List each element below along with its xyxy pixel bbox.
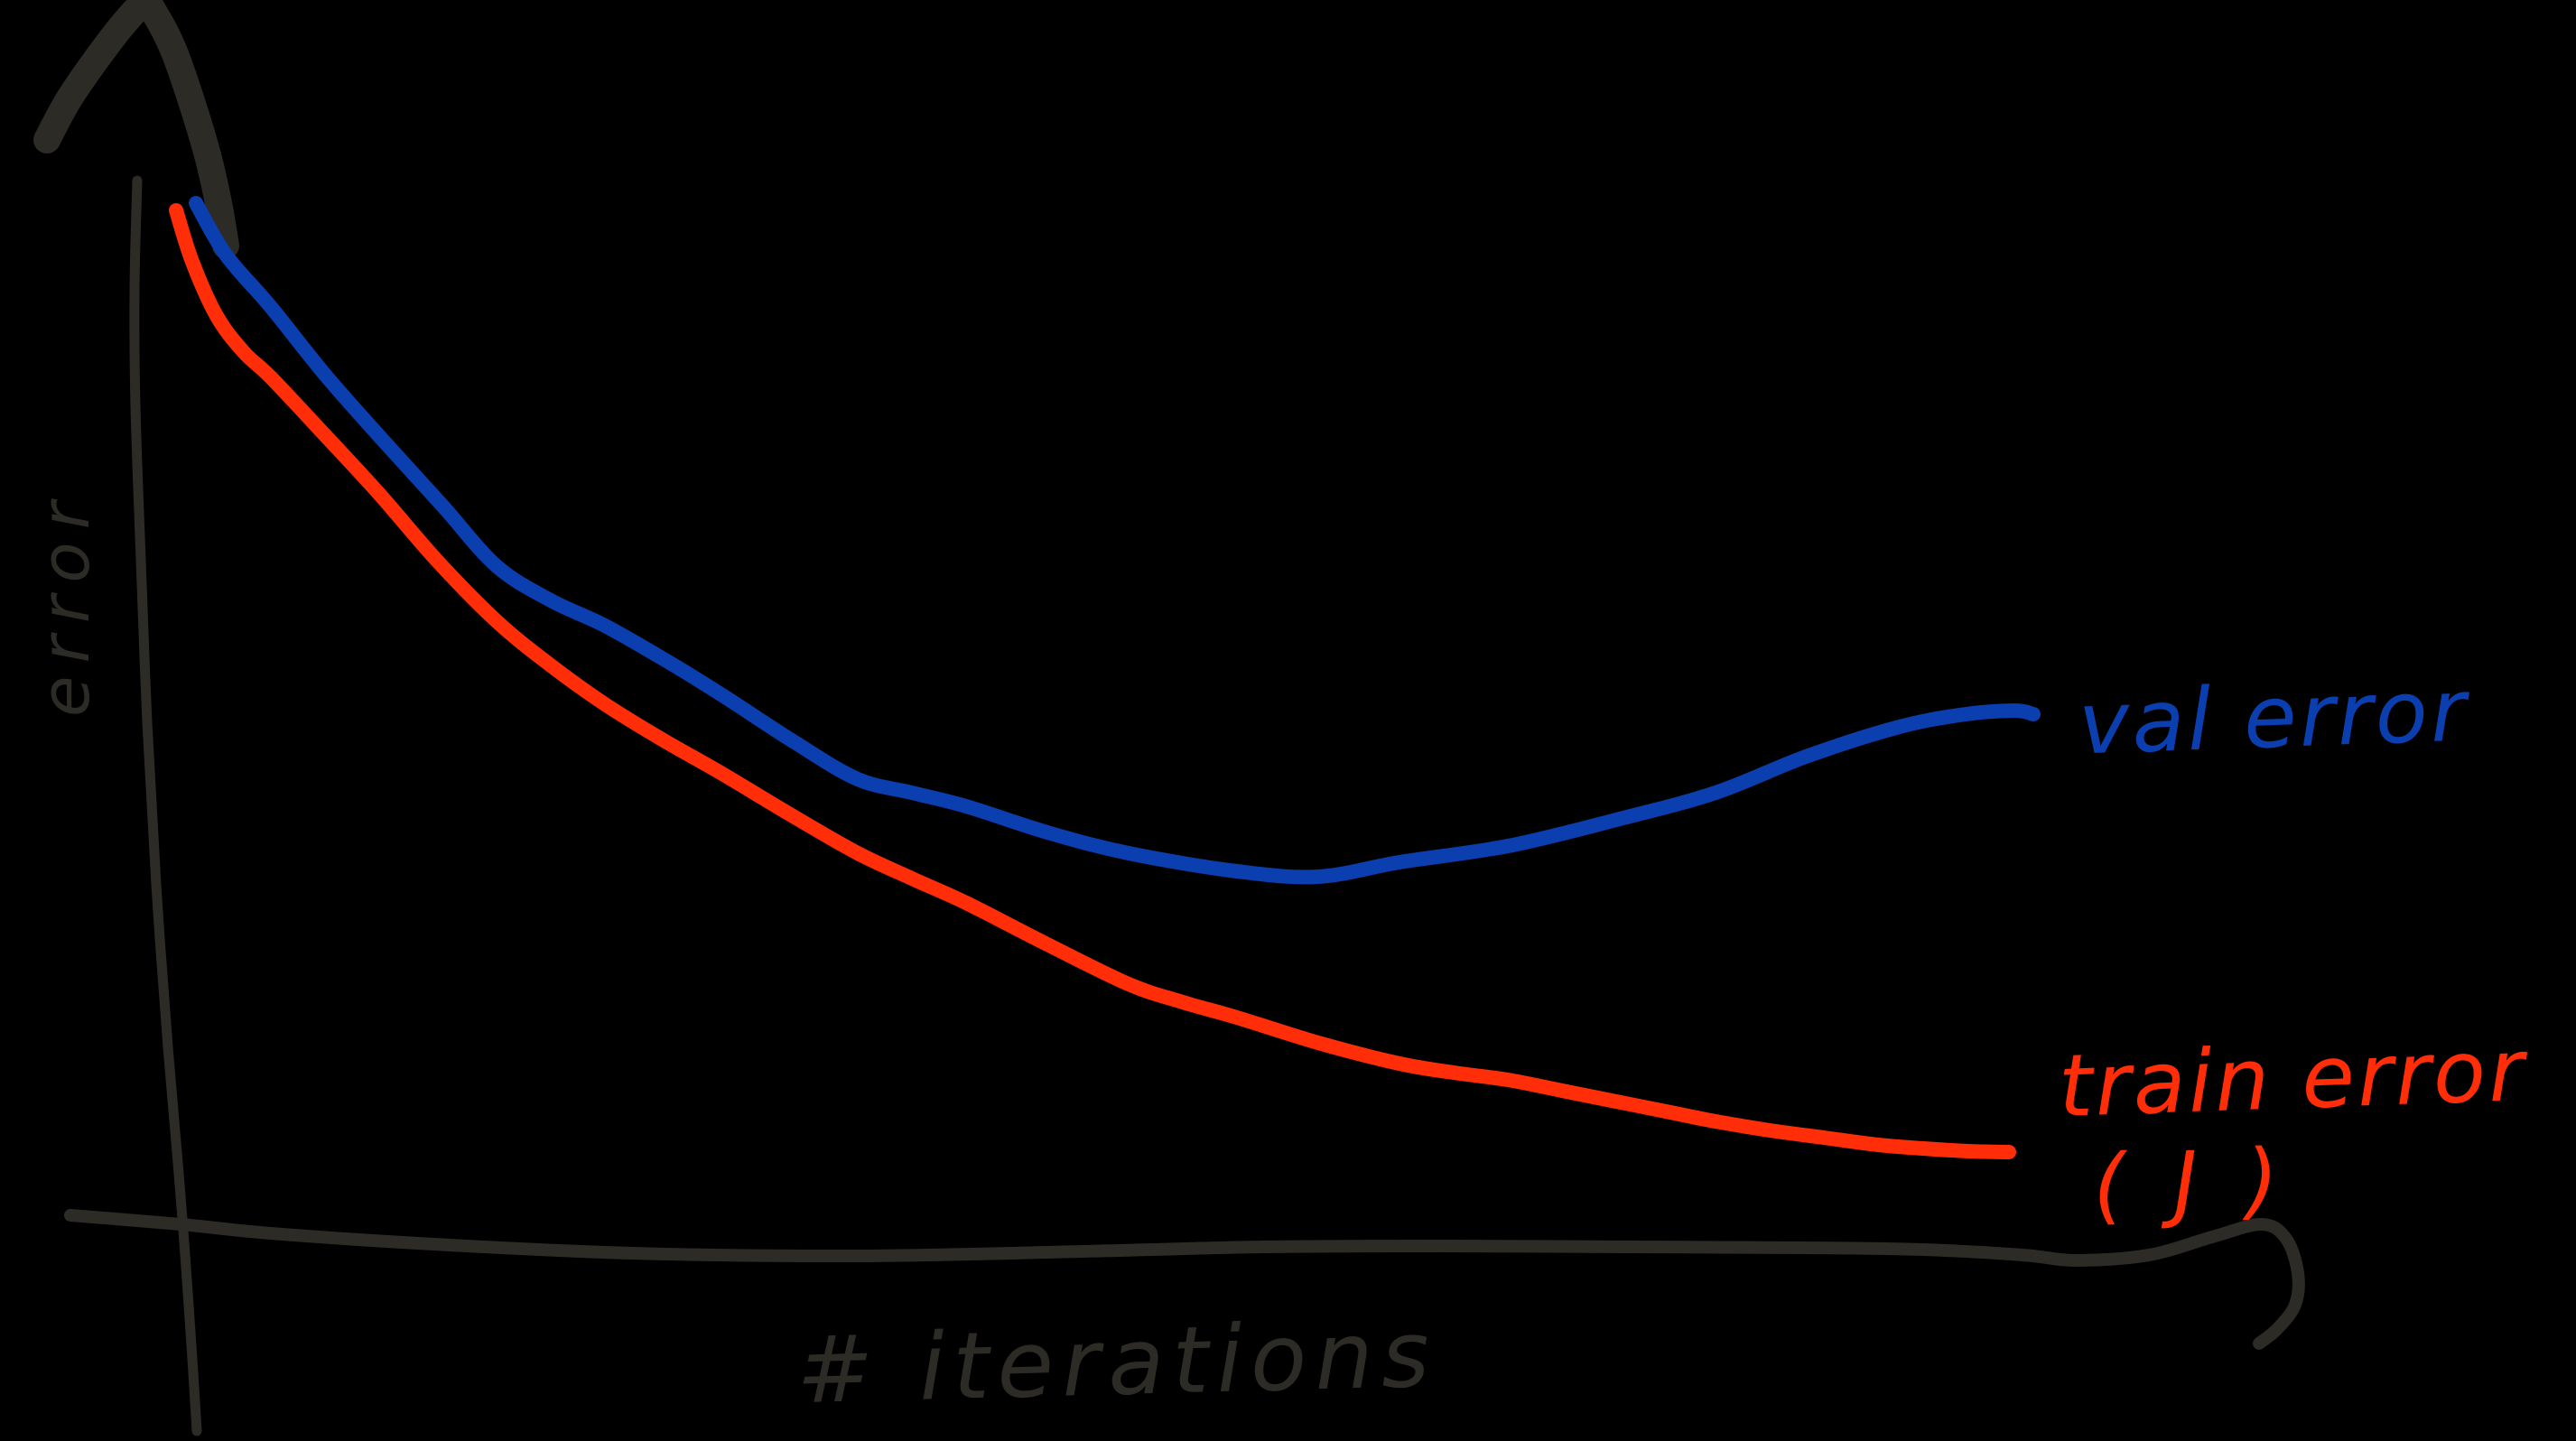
y-axis-line: [129, 175, 202, 1436]
x-axis-line: [64, 1209, 2305, 1350]
val-error-label: val error: [2077, 661, 2470, 775]
train-error-label: train error: [2057, 1020, 2528, 1138]
y-axis-label: error: [27, 488, 105, 718]
y-axis-arrowhead-icon: [33, 0, 239, 259]
train-error-cost-label: ( J ): [2091, 1130, 2292, 1234]
train-error-curve: [169, 203, 2016, 1159]
x-axis-label: # iterations: [795, 1300, 1439, 1426]
val-error-curve: [189, 196, 2041, 885]
